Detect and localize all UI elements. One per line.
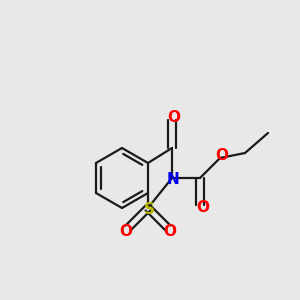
Text: S: S xyxy=(143,202,155,217)
Text: O: O xyxy=(196,200,209,215)
Text: O: O xyxy=(119,224,133,238)
Text: N: N xyxy=(167,172,179,187)
Text: O: O xyxy=(164,224,176,238)
Text: O: O xyxy=(167,110,181,125)
Text: O: O xyxy=(215,148,229,163)
